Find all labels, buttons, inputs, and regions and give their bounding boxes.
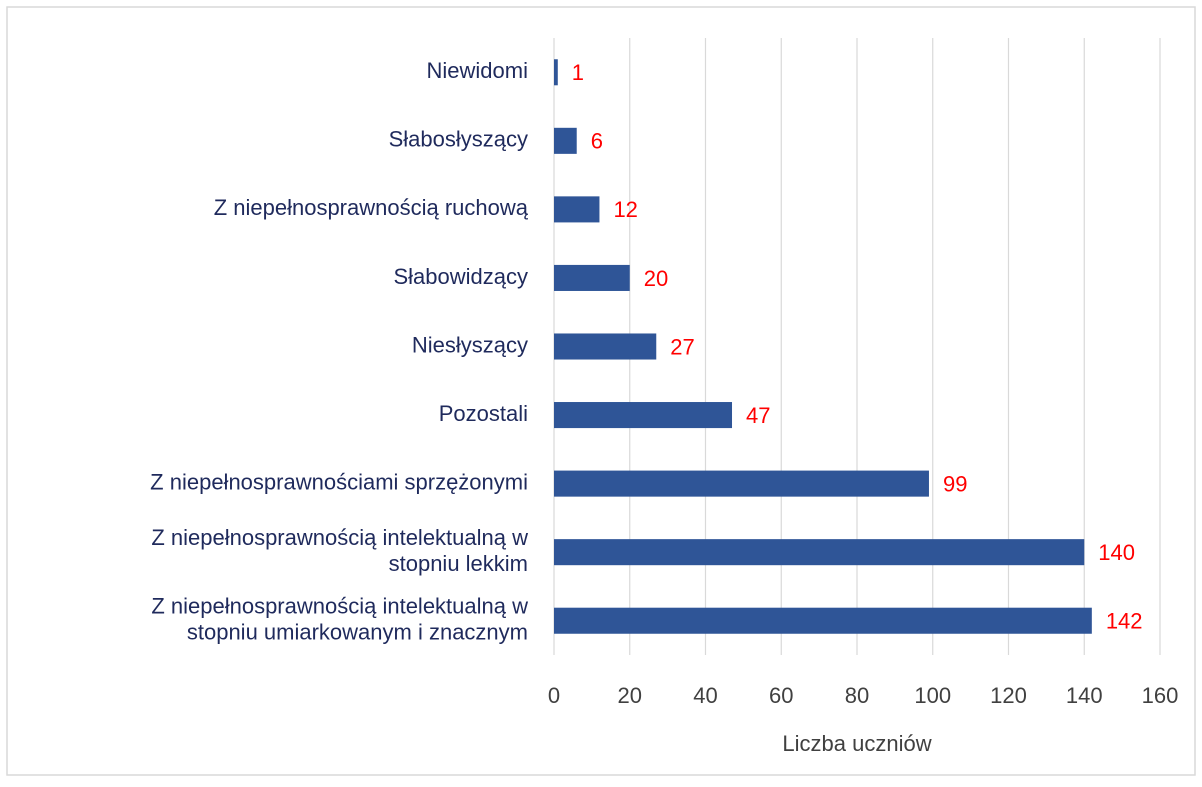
x-tick-label: 40: [693, 683, 717, 708]
x-tick-label: 120: [990, 683, 1027, 708]
value-label: 1: [572, 60, 584, 85]
bar: [554, 264, 630, 291]
y-tick-label: Pozostali: [439, 401, 528, 426]
bar: [554, 402, 733, 429]
y-tick-label: Słabosłyszący: [389, 127, 528, 152]
y-tick-label: Niewidomi: [427, 58, 528, 83]
value-label: 27: [670, 334, 694, 359]
value-label: 47: [746, 403, 770, 428]
value-label: 140: [1098, 540, 1135, 565]
x-tick-label: 60: [769, 683, 793, 708]
y-tick-label: Z niepełnosprawnością ruchową: [214, 195, 529, 220]
x-tick-label: 140: [1066, 683, 1103, 708]
bar: [554, 127, 577, 154]
x-tick-label: 20: [618, 683, 642, 708]
bar: [554, 470, 929, 497]
x-tick-label: 80: [845, 683, 869, 708]
bar: [554, 539, 1085, 566]
x-tick-label: 0: [548, 683, 560, 708]
y-tick-label: Słabowidzący: [393, 264, 528, 289]
value-label: 6: [591, 129, 603, 154]
chart-border: [6, 6, 1196, 776]
value-label: 20: [644, 266, 668, 291]
bar: [554, 196, 600, 223]
y-tick-label: Niesłyszący: [412, 332, 528, 357]
y-tick-label: Z niepełnosprawnością intelektualną w sto…: [151, 594, 528, 645]
bar: [554, 59, 558, 86]
x-tick-label: 160: [1142, 683, 1179, 708]
bar: [554, 333, 657, 360]
value-label: 99: [943, 471, 967, 496]
bar: [554, 607, 1092, 634]
x-tick-label: 100: [914, 683, 951, 708]
y-tick-label: Z niepełnosprawnością intelektualną w sto…: [151, 525, 528, 576]
value-label: 142: [1106, 609, 1143, 634]
value-label: 12: [613, 197, 637, 222]
y-tick-label: Z niepełnosprawnościami sprzężonymi: [150, 469, 528, 494]
x-axis-title: Liczba uczniów: [782, 731, 931, 756]
